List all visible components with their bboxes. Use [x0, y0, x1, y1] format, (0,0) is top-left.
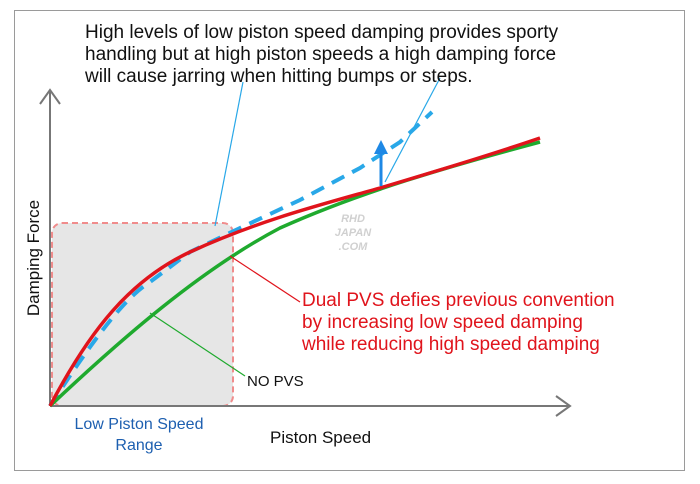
- high-damping-curve: [48, 110, 434, 408]
- dual-pvs-annotation-line-3: while reducing high speed damping: [302, 334, 600, 355]
- top-annotation-line-3: will cause jarring when hitting bumps or…: [85, 66, 473, 87]
- x-axis-arrow: [555, 395, 572, 417]
- top-annotation-line-2: handling but at high piston speeds a hig…: [85, 44, 557, 65]
- dual-pvs-curve: [48, 136, 541, 407]
- y-axis-arrow: [39, 88, 61, 105]
- watermark-line-2: JAPAN: [334, 227, 372, 239]
- watermark-line-3: .COM: [338, 241, 368, 253]
- top-note-leader-left: [214, 81, 244, 227]
- increase-arrow-head: [374, 140, 388, 154]
- pvs-note-leader: [229, 255, 301, 303]
- top-note-leader-right: [384, 77, 441, 183]
- range-label-line-2: Range: [115, 437, 163, 454]
- low-speed-range-label: Low Piston Speed Range: [56, 414, 222, 456]
- no-pvs-label: NO PVS: [247, 373, 304, 390]
- dual-pvs-annotation-line-2: by increasing low speed damping: [302, 312, 583, 333]
- dual-pvs-annotation-line-1: Dual PVS defies previous convention: [302, 290, 615, 311]
- watermark-logo: RHD JAPAN .COM: [324, 212, 382, 254]
- watermark-line-1: RHD: [341, 213, 365, 225]
- x-axis-label: Piston Speed: [270, 428, 372, 447]
- top-annotation: High levels of low piston speed damping …: [85, 22, 558, 88]
- y-axis-label: Damping Force: [24, 199, 43, 317]
- top-annotation-line-1: High levels of low piston speed damping …: [85, 22, 559, 43]
- dual-pvs-annotation: Dual PVS defies previous convention by i…: [302, 290, 615, 356]
- no-pvs-leader: [149, 312, 246, 377]
- range-label-line-1: Low Piston Speed: [74, 416, 204, 433]
